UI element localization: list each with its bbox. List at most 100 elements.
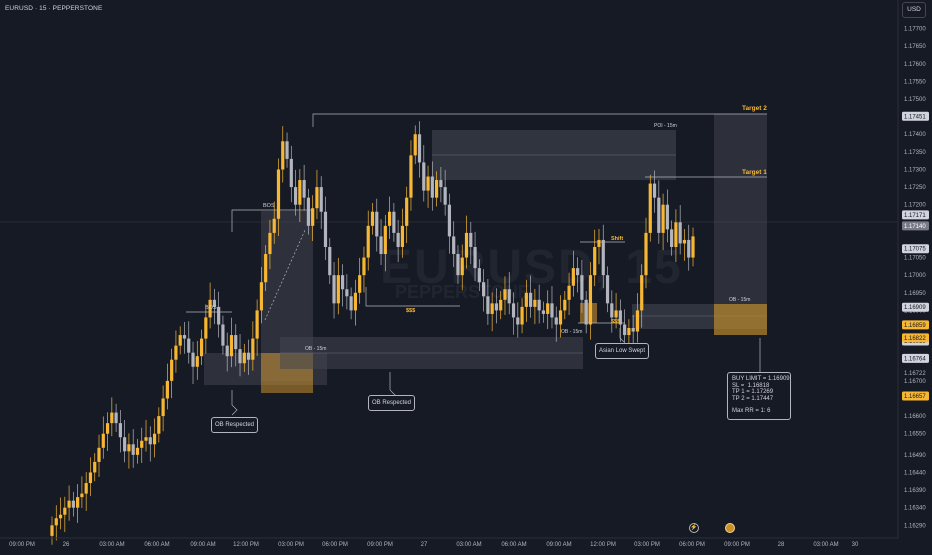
price-tick-label: 1.17050 [904,256,926,262]
shift-label: Shift [611,236,623,242]
price-tag-bg [902,333,929,343]
symbol-title: EURUSD · 15 · PEPPERSTONE [5,5,103,12]
candle-body [246,352,251,360]
candle-body [610,303,614,318]
candle-body [366,225,370,258]
candle-body [652,183,657,198]
entry-zone-gold [714,304,767,335]
trade-line-tp1: TP 1 = 1.17269 [732,389,774,396]
price-tag-bg [902,244,929,254]
time-tick-label: 03:00 AM [99,542,124,548]
candle-body [152,433,157,445]
candle-body [558,310,563,325]
lightning-icon[interactable]: ⚡ [689,523,699,533]
currency-button[interactable]: USD [902,2,926,18]
candle-body [63,507,67,515]
candle-body [336,275,340,304]
trade-line-rr: Max RR = 1: 6 [732,408,771,415]
price-tick-label: 1.16550 [904,432,926,438]
candle-body [195,356,199,367]
candle-body [516,317,520,325]
candle-body [221,324,225,346]
candle-body [563,299,567,311]
candle-body [623,324,627,336]
candle-body [452,236,456,255]
time-tick-label: 09:00 PM [9,542,35,548]
candle-body [537,299,541,311]
price-tag-label: 1.16909 [904,305,926,311]
candle-body [635,310,640,332]
candle-body [170,359,174,381]
candle-body [123,437,127,452]
candle-body [178,335,182,346]
price-tick-label: 1.16340 [904,506,926,512]
candle-body [251,338,255,360]
time-axis[interactable]: 09:00 PM 26 03:00 AM 06:00 AM 09:00 AM 12:00 … [0,537,898,548]
candle-body [691,236,695,258]
candle-body [293,187,298,205]
candle-body [614,310,618,318]
candle-body [469,232,473,247]
candle-body [533,299,537,307]
time-tick-label: 09:00 AM [546,542,571,548]
candle-body [499,299,503,311]
poi-15m-label: POI - 15m [654,123,677,129]
candle-body [315,187,319,209]
candle-body [353,292,358,311]
trade-line-sl: SL = 1.16818 [732,382,770,389]
ob-15m-label-3: OB - 15m [729,297,750,303]
price-tick-label: 1.16440 [904,470,926,476]
price-tick-label: 1.17400 [904,132,926,138]
time-tick-label: 28 [778,542,785,548]
time-tick-label: 03:00 AM [456,542,481,548]
candle-body [349,296,353,311]
target-2-label: Target 2 [742,105,767,112]
price-tick-label: 1.17000 [904,273,926,279]
candle-body [110,412,114,424]
candle-body [678,222,682,244]
time-tick-label: 06:00 AM [144,542,169,548]
candle-body [105,423,110,434]
candle-body [311,208,315,226]
event-icon[interactable] [725,523,735,533]
candle-body [627,328,631,336]
candle-body [199,338,204,357]
candle-body [657,197,661,233]
candle-body [593,246,597,276]
candle-body [165,380,169,399]
candle-body [670,229,674,247]
candle-body [289,158,293,188]
candle-body [631,328,635,332]
candle-body [54,518,58,526]
candle-body [665,204,669,230]
time-tick-label: 03:00 AM [813,542,838,548]
price-tick-label: 1.17300 [904,167,926,173]
time-tick-label: 09:00 PM [367,542,393,548]
price-tick-label: 1.16600 [904,414,926,420]
price-tick-label: 1.17650 [904,44,926,50]
candle-body [276,169,281,219]
candle-body [482,282,486,297]
target-zone [714,114,767,304]
candle-body [601,239,605,276]
candle-body [157,416,161,434]
candle-body [285,141,289,159]
price-tag-label: 1.17075 [904,247,926,253]
candle-body [464,232,469,258]
price-tag-bg [902,320,929,330]
price-tick-label: 1.17350 [904,150,926,156]
candle-body [264,254,268,283]
price-axis[interactable]: 1.17700 1.17650 1.17600 1.17550 1.17500 1.174… [897,0,926,538]
bos-label-1: BOS [205,305,217,311]
candle-body [345,289,349,297]
candle-body [50,525,54,536]
price-tick-label: 1.17500 [904,97,926,103]
candle-body [84,483,88,494]
candle-body [281,141,285,170]
candle-body [426,176,430,191]
candle-body [80,493,84,498]
candle-body [97,447,101,462]
candle-body [477,268,481,283]
